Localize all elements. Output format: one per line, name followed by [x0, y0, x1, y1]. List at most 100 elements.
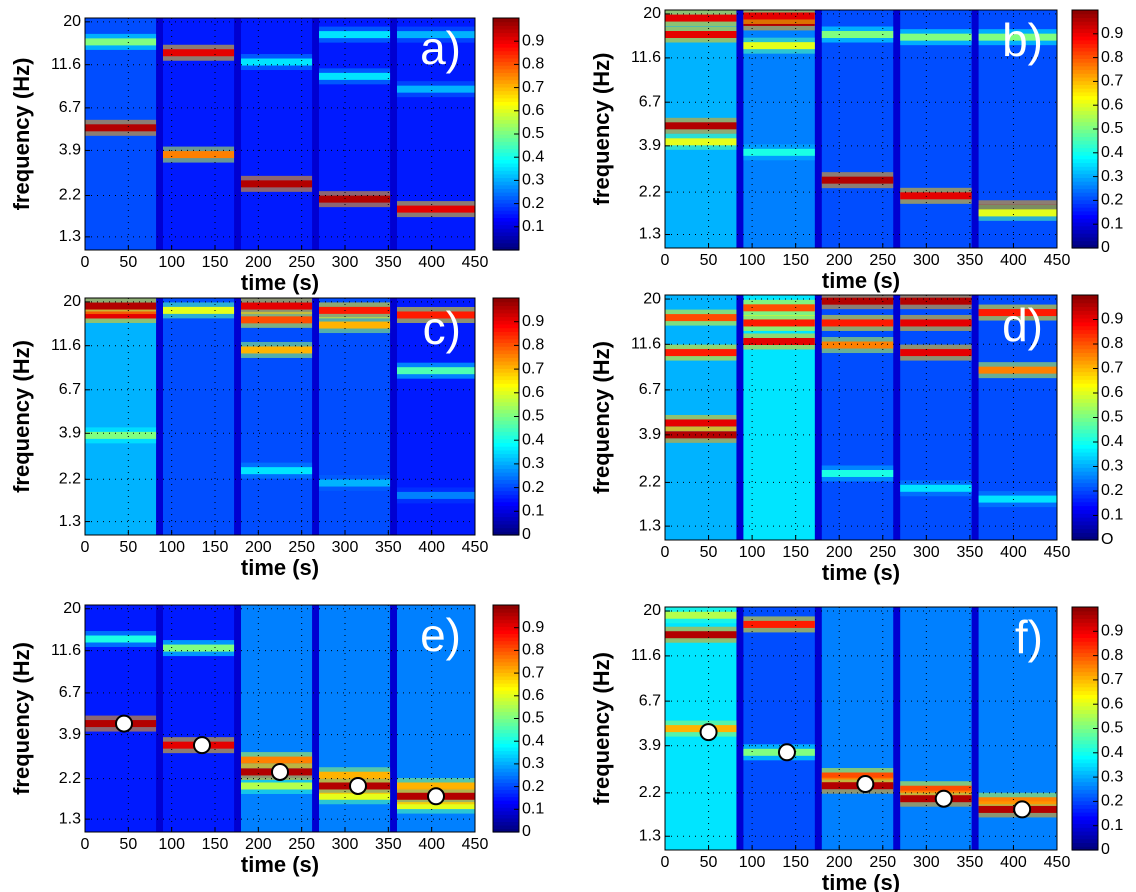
y-tick-label: 2.2	[59, 471, 81, 488]
colorbar-cell	[1072, 428, 1098, 434]
colorbar-cell	[1072, 379, 1098, 384]
segment	[900, 10, 972, 248]
colorbar-cell	[493, 228, 519, 233]
colorbar-cell	[1072, 173, 1098, 178]
colorbar-cell	[1072, 815, 1098, 821]
colorbar-cell	[1072, 132, 1098, 138]
colorbar-cell	[1072, 671, 1098, 676]
colorbar-cell	[493, 750, 519, 755]
colorbar-cell	[1072, 494, 1098, 499]
colorbar-cell	[1072, 667, 1098, 673]
band	[743, 148, 815, 156]
x-tick-label: 300	[913, 252, 940, 269]
y-tick-label: 1.3	[59, 810, 81, 827]
colorbar-tick-label: 0.1	[1101, 817, 1123, 834]
colorbar-cell	[1072, 298, 1098, 304]
colorbar-cell	[493, 412, 519, 418]
colorbar-cell	[1072, 625, 1098, 631]
x-tick-label: 450	[1044, 252, 1071, 269]
x-tick-label: 250	[288, 539, 315, 556]
band	[397, 205, 475, 213]
band	[665, 631, 737, 639]
band	[821, 341, 894, 349]
colorbar-cell	[1072, 10, 1098, 15]
colorbar-cell	[493, 159, 519, 164]
colorbar-cell	[493, 785, 519, 791]
colorbar-cell	[1072, 306, 1098, 311]
colorbar-cell	[1072, 314, 1098, 319]
band	[743, 337, 815, 345]
x-tick-label: 200	[826, 252, 853, 269]
colorbar-cell	[1072, 169, 1098, 175]
band	[743, 42, 815, 50]
colorbar-cell	[493, 475, 519, 481]
plot-frame	[664, 9, 1058, 249]
panel-label: c)	[423, 302, 461, 354]
colorbar-cell	[1072, 302, 1098, 308]
colorbar-cell	[493, 90, 519, 95]
x-tick-label: 300	[332, 836, 359, 853]
y-tick-label: 1.3	[639, 517, 661, 534]
colorbar-cell	[493, 163, 519, 168]
point	[193, 736, 211, 755]
colorbar-tick-label: 0.9	[522, 619, 544, 636]
band	[743, 620, 815, 628]
y-tick-label: 11.6	[51, 642, 81, 659]
colorbar-cell	[493, 431, 519, 436]
y-axis-label: frequency (Hz)	[589, 652, 614, 805]
colorbar-cell	[493, 101, 519, 106]
colorbar-cell	[493, 789, 519, 794]
colorbar-cell	[1072, 147, 1098, 152]
y-tick-label: 20	[643, 290, 661, 307]
colorbar-cell	[1072, 143, 1098, 149]
x-tick-label: 50	[700, 544, 718, 561]
colorbar-cell	[1072, 720, 1098, 726]
y-tick-label: 2.2	[639, 784, 661, 801]
colorbar-cell	[1072, 532, 1098, 537]
x-tick-label: 0	[661, 252, 670, 269]
colorbar-tick-label: 0.8	[522, 56, 544, 73]
band	[241, 302, 313, 310]
colorbar-cell	[493, 468, 519, 473]
colorbar-cell	[493, 210, 519, 215]
colorbar-cell	[493, 722, 519, 727]
band	[900, 297, 972, 305]
band	[743, 319, 815, 327]
colorbar-cell	[1072, 151, 1098, 156]
colorbar-cell	[1072, 524, 1098, 530]
band	[397, 782, 475, 790]
x-tick-label: 250	[869, 854, 896, 871]
band	[397, 85, 475, 93]
segment	[821, 10, 894, 248]
band	[978, 495, 1057, 503]
colorbar-cell	[1072, 781, 1098, 787]
colorbar-cell	[1072, 80, 1098, 85]
x-tick-label: 50	[119, 539, 137, 556]
x-tick-label: 250	[288, 254, 315, 271]
colorbar-tick-label: 0.2	[1101, 793, 1123, 810]
colorbar-cell	[493, 130, 519, 135]
colorbar-cell	[493, 736, 519, 741]
colorbar-cell	[1072, 117, 1098, 123]
colorbar-cell	[493, 753, 519, 759]
colorbar-tick-label: 0.1	[1101, 215, 1123, 232]
colorbar-cell	[1072, 375, 1098, 380]
band	[319, 306, 391, 314]
segment	[163, 298, 235, 535]
band	[163, 306, 235, 314]
colorbar-cell	[1072, 125, 1098, 130]
colorbar-cell	[493, 342, 519, 347]
colorbar-cell	[493, 76, 519, 81]
colorbar-cell	[1072, 229, 1098, 234]
colorbar-cell	[493, 446, 519, 451]
colorbar-cell	[1072, 13, 1098, 19]
y-axis-label: frequency (Hz)	[589, 53, 614, 206]
colorbar-cell	[493, 242, 519, 247]
colorbar-tick-label: 0	[1101, 239, 1110, 256]
band	[85, 431, 157, 439]
colorbar-tick-label: 0.6	[522, 687, 544, 704]
colorbar-tick-label: 0.2	[522, 479, 544, 496]
panel-label: e)	[420, 609, 461, 661]
colorbar-cell	[1072, 181, 1098, 186]
point	[271, 762, 289, 781]
